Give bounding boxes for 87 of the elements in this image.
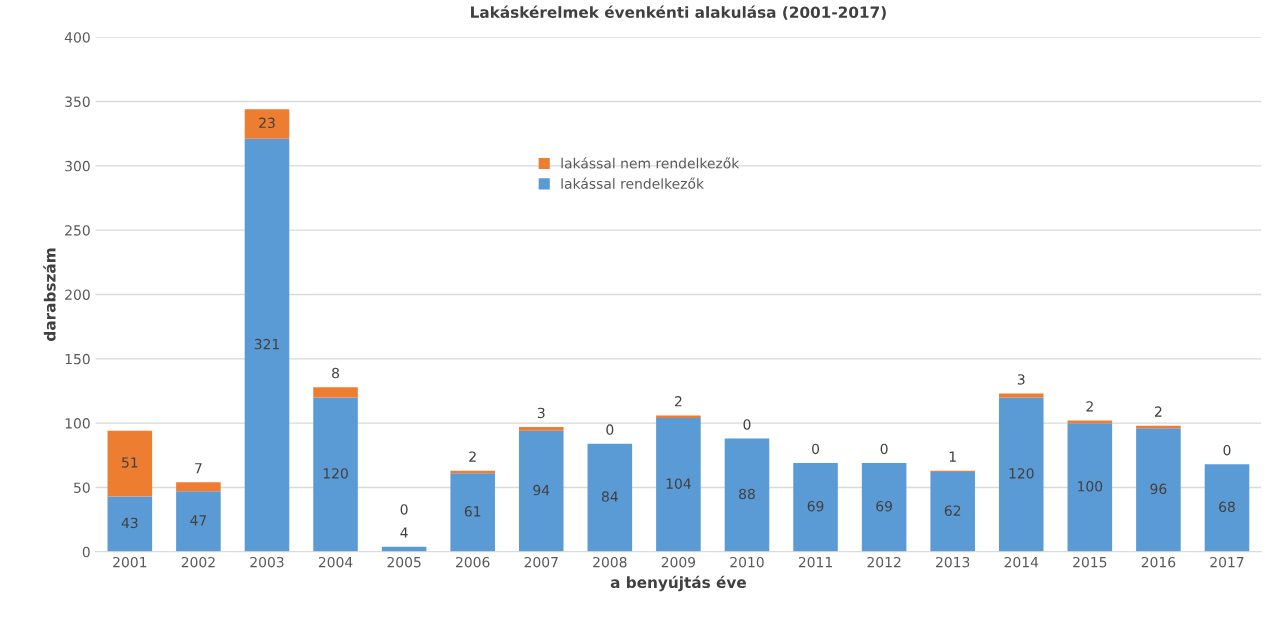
bar (1204, 464, 1250, 552)
bar (313, 387, 358, 398)
data-label: 3 (1017, 374, 1025, 385)
x-tick-label: 2014 (1004, 556, 1039, 568)
x-tick-label: 2005 (387, 556, 421, 568)
data-label: 0 (812, 443, 820, 455)
y-tick-label: 250 (65, 225, 90, 236)
bar (793, 463, 838, 552)
data-label: 23 (259, 117, 275, 129)
data-label: 51 (122, 457, 138, 468)
data-label: 47 (190, 515, 207, 526)
x-tick-label: 2001 (113, 556, 147, 568)
x-tick-label: 2013 (936, 556, 970, 568)
bar (244, 138, 290, 552)
bar (1136, 428, 1181, 552)
x-axis-title: a benyújtás éve (610, 575, 746, 592)
y-tick-label: 300 (65, 160, 90, 172)
bar (861, 463, 907, 552)
data-label: 1 (949, 451, 956, 462)
data-label: 321 (254, 338, 279, 350)
data-label: 0 (400, 504, 408, 515)
x-tick-label: 2008 (593, 556, 627, 568)
bar (998, 397, 1044, 552)
bar (313, 397, 358, 552)
x-tick-label: 2010 (730, 556, 764, 568)
y-tick-label: 100 (65, 418, 90, 429)
x-tick-label: 2002 (181, 556, 215, 568)
data-label: 69 (876, 500, 892, 512)
x-tick-label: 2007 (524, 556, 558, 568)
legend-label: lakással nem rendelkezők (561, 157, 740, 169)
bar (587, 443, 633, 552)
data-label: 2 (469, 451, 476, 462)
data-label: 62 (944, 505, 961, 516)
y-tick-label: 150 (65, 353, 90, 365)
data-label: 2 (1155, 406, 1162, 417)
data-label: 0 (1223, 444, 1231, 456)
x-tick-label: 2017 (1210, 556, 1244, 568)
y-tick-label: 200 (65, 289, 90, 300)
data-label: 0 (743, 419, 751, 430)
bar (107, 496, 153, 552)
data-label: 61 (464, 506, 481, 517)
x-tick-label: 2006 (456, 556, 490, 568)
y-tick-label: 50 (74, 482, 90, 493)
y-tick-label: 400 (64, 32, 90, 43)
bar (450, 473, 495, 552)
data-label: 120 (1009, 468, 1034, 479)
data-label: 2 (675, 396, 682, 407)
data-label: 94 (533, 484, 550, 496)
data-label: 96 (1150, 483, 1167, 495)
data-label: 68 (1219, 501, 1235, 513)
bar (176, 482, 221, 492)
data-label: 84 (601, 491, 618, 502)
data-label: 0 (606, 424, 614, 435)
data-label: 100 (1078, 481, 1103, 492)
x-tick-label: 2004 (318, 556, 353, 568)
y-axis-title: darabszám (43, 248, 56, 341)
data-label: 0 (880, 443, 888, 455)
bar (930, 472, 975, 552)
x-tick-label: 2016 (1141, 556, 1176, 568)
bar (1067, 423, 1113, 552)
chart-title: Lakáskérelmek évenkénti alakulása (2001-2017) (471, 5, 886, 20)
bar (176, 491, 221, 552)
x-tick-label: 2012 (867, 556, 901, 568)
data-label: 120 (323, 468, 348, 479)
bar (518, 430, 564, 552)
x-tick-label: 2009 (661, 556, 696, 568)
x-tick-label: 2003 (250, 556, 284, 568)
data-label: 3 (537, 407, 545, 419)
bar (656, 418, 701, 552)
legend-label: lakással rendelkezők (561, 177, 704, 189)
data-label: 69 (807, 500, 824, 512)
data-label: 88 (739, 488, 755, 500)
bar (518, 427, 564, 431)
x-tick-label: 2015 (1073, 556, 1107, 568)
bar (724, 438, 770, 552)
data-label: 4 (400, 527, 408, 538)
data-label: 7 (195, 463, 202, 474)
y-tick-label: 350 (65, 96, 90, 107)
y-tick-label: 0 (82, 546, 90, 558)
bar (656, 415, 701, 418)
bar (107, 430, 153, 497)
data-label: 104 (666, 478, 691, 489)
x-tick-label: 2011 (798, 556, 832, 568)
bar (244, 109, 290, 139)
data-label: 8 (332, 367, 340, 379)
data-label: 2 (1086, 401, 1093, 412)
data-label: 43 (121, 517, 138, 529)
